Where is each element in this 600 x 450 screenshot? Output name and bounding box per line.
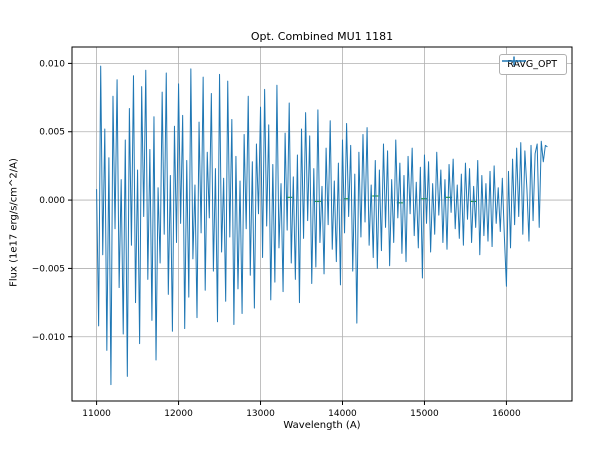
legend[interactable]: RAVG_OPT [499, 54, 567, 75]
errorbar-marker-icon [502, 56, 527, 66]
y-axis-label: Flux (1e17 erg/s/cm^2/A) [8, 158, 20, 287]
y-tick-label: 0.010 [39, 59, 65, 69]
y-tick-label: −0.005 [32, 264, 65, 274]
y-tick-label: −0.010 [32, 333, 66, 343]
tick-labels: 11000 12000 13000 14000 15000 16000 −0.010 −0.0… [32, 59, 521, 419]
x-tick-label: 12000 [164, 409, 193, 419]
x-tick-label: 15000 [410, 409, 439, 419]
legend-label: RAVG_OPT [507, 59, 557, 70]
x-tick-label: 14000 [328, 409, 357, 419]
axes-frame [71, 46, 573, 402]
tick-marks [68, 62, 507, 405]
x-tick-label: 11000 [82, 409, 111, 419]
y-tick-label: 0.000 [39, 196, 65, 206]
x-axis-label: Wavelength (A) [283, 420, 361, 431]
x-tick-label: 16000 [492, 409, 521, 419]
flux-data-line [96, 65, 548, 386]
y-tick-label: 0.005 [39, 128, 65, 138]
x-tick-label: 13000 [246, 409, 275, 419]
chart-title: Opt. Combined MU1 1181 [250, 30, 394, 43]
